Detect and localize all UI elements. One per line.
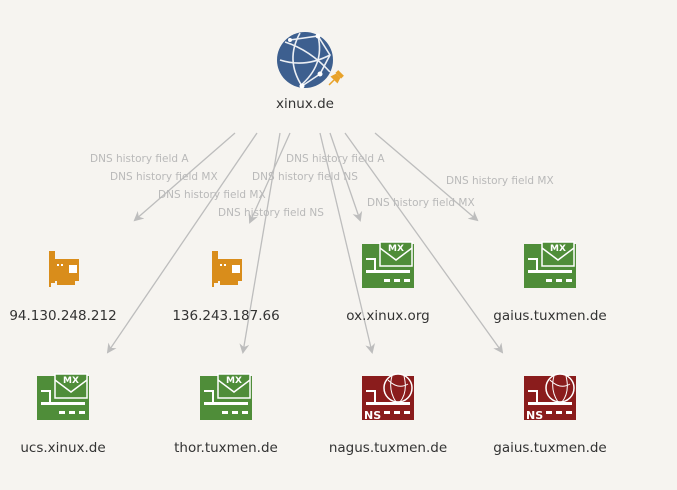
ns-record-icon: NS [362, 373, 414, 422]
edge-label: DNS history field NS [218, 207, 324, 219]
pin-icon[interactable] [326, 69, 345, 88]
website-icon [277, 32, 333, 89]
edge-label: DNS history field MX [158, 189, 266, 201]
edge[interactable] [106, 132, 258, 354]
mx-record-icon: MX [37, 373, 89, 420]
svg-text:MX: MX [63, 376, 79, 386]
edge-label: DNS history field MX [367, 197, 475, 209]
mx-record-icon: MX [524, 241, 576, 288]
node-label: nagus.tuxmen.de [329, 440, 447, 456]
edge-label: DNS history field NS [252, 171, 358, 183]
ns-record-icon: NS [524, 373, 576, 422]
node-label: gaius.tuxmen.de [493, 308, 607, 324]
svg-text:MX: MX [226, 376, 242, 386]
root-label: xinux.de [276, 96, 334, 112]
edge[interactable] [374, 132, 479, 222]
entity-node[interactable]: NS gaius.tuxmen.de [493, 373, 607, 456]
edge-label: DNS history field MX [110, 171, 218, 183]
node-label: thor.tuxmen.de [174, 440, 278, 456]
entity-node[interactable]: MX ucs.xinux.de [20, 373, 106, 456]
svg-text:MX: MX [388, 244, 404, 254]
entity-node[interactable]: NS nagus.tuxmen.de [329, 373, 447, 456]
entity-node[interactable]: MX thor.tuxmen.de [174, 373, 278, 456]
entity-node[interactable]: MX gaius.tuxmen.de [493, 241, 607, 324]
edge[interactable] [133, 132, 236, 222]
edge-label: DNS history field A [286, 153, 385, 165]
svg-text:MX: MX [550, 244, 566, 254]
network-card-icon [49, 251, 79, 287]
entity-node[interactable]: 136.243.187.66 [172, 251, 280, 324]
svg-text:NS: NS [526, 409, 543, 422]
network-card-icon [212, 251, 242, 287]
node-label: 94.130.248.212 [9, 308, 116, 324]
node-label: gaius.tuxmen.de [493, 440, 607, 456]
edge[interactable] [248, 132, 291, 224]
edge-label: DNS history field MX [446, 175, 554, 187]
edge[interactable] [319, 132, 376, 354]
edge-label: DNS history field A [90, 153, 189, 165]
edge[interactable] [344, 132, 504, 354]
root-node[interactable]: xinux.de [276, 32, 345, 112]
entity-node[interactable]: MX ox.xinux.org [346, 241, 430, 324]
node-label: 136.243.187.66 [172, 308, 279, 324]
edge[interactable] [329, 132, 363, 222]
mx-record-icon: MX [200, 373, 252, 420]
node-label: ucs.xinux.de [20, 440, 105, 456]
mx-record-icon: MX [362, 241, 414, 288]
entity-node[interactable]: 94.130.248.212 [9, 251, 117, 324]
svg-text:NS: NS [364, 409, 381, 422]
node-label: ox.xinux.org [346, 308, 429, 324]
